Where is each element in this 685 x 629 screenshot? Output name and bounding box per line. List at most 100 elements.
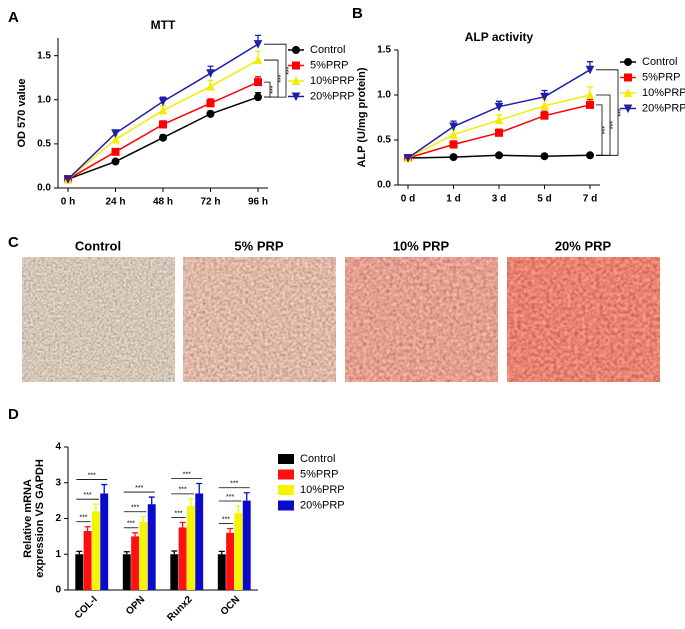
x-tick-label: Runx2 bbox=[165, 594, 195, 624]
error-bar bbox=[235, 505, 242, 514]
y-tick-label: 4 bbox=[55, 442, 61, 453]
y-tick-label: 1.0 bbox=[377, 90, 391, 101]
marker bbox=[111, 147, 120, 156]
y-tick-label: 1.0 bbox=[37, 94, 51, 105]
x-tick-label: COL-I bbox=[73, 594, 100, 621]
marker bbox=[540, 152, 549, 161]
marker bbox=[291, 92, 301, 102]
marker bbox=[624, 58, 632, 66]
micrograph bbox=[507, 257, 660, 382]
error-bar bbox=[218, 550, 225, 555]
chart-title: ALP activity bbox=[465, 30, 534, 44]
marker bbox=[585, 65, 595, 75]
marker bbox=[292, 46, 300, 54]
significance: *** bbox=[286, 66, 293, 74]
image-label: 20% PRP bbox=[555, 238, 612, 253]
bar bbox=[122, 554, 131, 590]
y-axis-label: OD 570 value bbox=[16, 78, 28, 147]
error-bar bbox=[140, 516, 147, 523]
legend-label: 5%PRP bbox=[300, 468, 339, 480]
y-axis-label: Relative mRNA bbox=[22, 479, 34, 558]
y-tick-label: 3 bbox=[55, 477, 61, 488]
legend-label: 20%PRP bbox=[300, 499, 345, 511]
y-tick-label: 0.0 bbox=[37, 183, 51, 194]
significance: *** bbox=[222, 516, 230, 523]
significance: *** bbox=[131, 505, 139, 512]
legend-swatch bbox=[278, 485, 294, 495]
x-tick-label: 24 h bbox=[105, 197, 125, 208]
marker bbox=[586, 151, 594, 160]
marker bbox=[159, 133, 167, 142]
marker bbox=[540, 111, 549, 120]
marker bbox=[254, 93, 262, 102]
error-bar bbox=[92, 503, 99, 512]
significance: *** bbox=[84, 492, 92, 499]
x-tick-label: 72 h bbox=[200, 197, 220, 208]
significance: *** bbox=[270, 85, 277, 93]
legend-label: 10%PRP bbox=[300, 484, 345, 496]
y-tick-label: 0.0 bbox=[377, 180, 391, 191]
series-line bbox=[67, 59, 259, 180]
bar bbox=[186, 505, 195, 590]
panel-label: C bbox=[8, 234, 19, 251]
x-tick-label: 3 d bbox=[492, 194, 506, 205]
significance: *** bbox=[602, 126, 609, 134]
y-tick-label: 1.5 bbox=[377, 45, 391, 56]
legend-label: 5%PRP bbox=[310, 59, 349, 71]
marker bbox=[206, 81, 215, 91]
error-bar bbox=[84, 526, 91, 532]
marker bbox=[449, 129, 458, 139]
micrograph bbox=[22, 257, 175, 382]
marker bbox=[449, 140, 458, 149]
marker bbox=[253, 40, 263, 49]
significance: *** bbox=[226, 494, 234, 501]
marker bbox=[495, 151, 503, 160]
marker bbox=[449, 122, 458, 132]
marker bbox=[159, 120, 167, 129]
bar bbox=[217, 554, 226, 590]
y-tick-label: 0.5 bbox=[37, 139, 51, 150]
image-label: 10% PRP bbox=[393, 238, 450, 253]
significance: *** bbox=[174, 510, 182, 517]
bar bbox=[170, 554, 179, 590]
error-bar bbox=[227, 527, 234, 533]
bar bbox=[75, 554, 84, 590]
y-tick-label: 2 bbox=[55, 513, 61, 524]
x-tick-label: OPN bbox=[124, 594, 147, 617]
bar bbox=[195, 493, 204, 590]
micrograph bbox=[183, 257, 336, 382]
legend-swatch bbox=[278, 500, 294, 511]
marker bbox=[158, 97, 168, 107]
significance: *** bbox=[79, 515, 87, 522]
bar bbox=[100, 493, 109, 590]
error-bar bbox=[148, 496, 155, 505]
micrograph bbox=[345, 257, 498, 382]
significance-bracket bbox=[596, 69, 619, 156]
x-tick-label: 0 h bbox=[61, 197, 75, 208]
significance: *** bbox=[610, 121, 617, 129]
error-bar bbox=[132, 532, 139, 537]
marker bbox=[494, 102, 504, 112]
legend-label: Control bbox=[300, 453, 335, 465]
bar bbox=[178, 527, 187, 590]
y-axis-label: expression VS GAPDH bbox=[34, 459, 46, 578]
bar bbox=[139, 522, 148, 590]
y-tick-label: 0 bbox=[55, 585, 61, 596]
significance: *** bbox=[135, 485, 143, 492]
marker bbox=[158, 105, 168, 115]
significance-bracket bbox=[596, 94, 611, 156]
y-tick-label: 1.5 bbox=[37, 50, 51, 61]
marker bbox=[111, 129, 120, 138]
bar bbox=[147, 504, 156, 590]
significance: *** bbox=[230, 481, 238, 488]
y-tick-label: 0.5 bbox=[377, 135, 391, 146]
marker bbox=[206, 99, 215, 108]
marker bbox=[494, 115, 504, 125]
legend-label: Control bbox=[642, 56, 677, 68]
marker bbox=[586, 100, 594, 109]
image-label: 5% PRP bbox=[234, 238, 283, 253]
bar bbox=[226, 532, 235, 590]
marker bbox=[449, 153, 458, 162]
legend-label: 20%PRP bbox=[642, 102, 685, 114]
